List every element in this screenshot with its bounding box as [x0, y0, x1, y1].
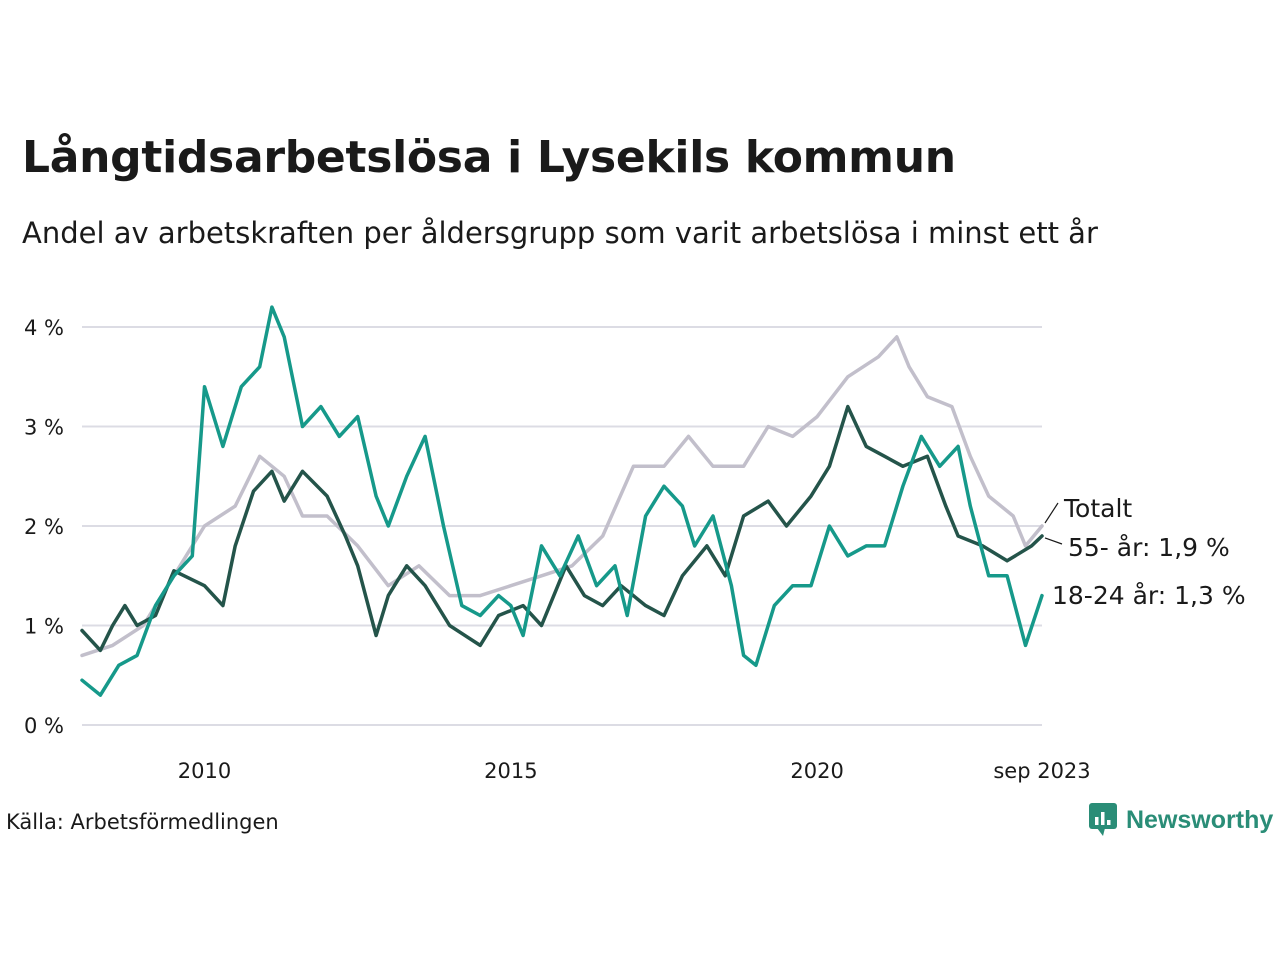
brand-name: Newsworthy: [1126, 805, 1274, 834]
label-layer: Totalt 55- år: 1,9 % 18-24 år: 1,3 %: [1044, 494, 1246, 610]
chart-title: Långtidsarbetslösa i Lysekils kommun: [22, 132, 956, 183]
x-tick-label: 2020: [790, 759, 843, 783]
grid-layer: 0 % 1 % 2 % 3 % 4 % 2010 2015 2020 sep 2023: [24, 316, 1091, 783]
y-tick-label: 2 %: [24, 515, 64, 539]
series-end-label: 55- år: 1,9 %: [1068, 533, 1230, 562]
brand-logo[interactable]: Newsworthy: [1088, 802, 1273, 838]
series-layer: [80, 305, 1044, 697]
leader-line-1: [1044, 537, 1063, 545]
y-tick-label: 1 %: [24, 615, 64, 639]
series-line-0: [80, 335, 1044, 658]
x-tick-label: sep 2023: [993, 759, 1090, 783]
y-tick-label: 3 %: [24, 416, 64, 440]
leader-line-0: [1044, 502, 1059, 524]
series-end-label: Totalt: [1063, 494, 1132, 523]
x-tick-label: 2015: [484, 759, 537, 783]
chart-subtitle: Andel av arbetskraften per åldersgrupp s…: [22, 216, 1098, 250]
y-tick-label: 0 %: [24, 714, 64, 738]
y-tick-label: 4 %: [24, 316, 64, 340]
x-tick-label: 2010: [178, 759, 231, 783]
series-end-label: 18-24 år: 1,3 %: [1052, 581, 1246, 610]
series-line-1: [80, 404, 1044, 653]
newsworthy-logo-icon: [1089, 803, 1117, 836]
source-note: Källa: Arbetsförmedlingen: [6, 810, 279, 834]
series-line-2: [80, 305, 1044, 697]
